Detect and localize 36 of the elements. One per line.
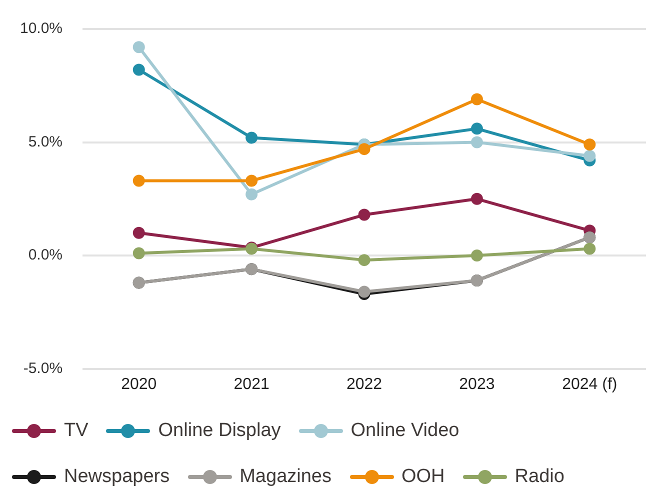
x-tick-label: 2022 bbox=[346, 376, 382, 393]
point bbox=[584, 138, 596, 151]
legend-label: Magazines bbox=[240, 466, 332, 488]
x-tick-label: 2020 bbox=[121, 376, 157, 393]
y-tick-label: 10.0% bbox=[20, 20, 63, 38]
point bbox=[470, 122, 483, 135]
legend-label: Online Video bbox=[350, 420, 460, 442]
y-tick-label: -5.0% bbox=[23, 360, 63, 377]
point bbox=[132, 226, 145, 239]
y-tick-label: 5.0% bbox=[28, 133, 63, 150]
legend-label: Newspapers bbox=[64, 466, 170, 488]
legend-label: OOH bbox=[402, 466, 445, 488]
point bbox=[358, 208, 370, 221]
legend-label: Radio bbox=[514, 466, 564, 488]
legend-label: Online Display bbox=[158, 420, 281, 442]
point bbox=[358, 254, 370, 266]
point bbox=[584, 150, 596, 162]
point bbox=[132, 64, 145, 76]
point bbox=[132, 41, 145, 54]
x-tick-label: 2024 (f) bbox=[562, 376, 618, 393]
point bbox=[132, 247, 145, 260]
point bbox=[246, 188, 258, 200]
point bbox=[246, 174, 258, 187]
point bbox=[132, 174, 145, 187]
point bbox=[358, 143, 370, 156]
point bbox=[470, 93, 483, 106]
x-tick-label: 2023 bbox=[459, 376, 495, 393]
point bbox=[470, 250, 483, 262]
legend-label: TV bbox=[64, 420, 88, 442]
point bbox=[358, 286, 370, 298]
point bbox=[470, 192, 483, 205]
y-tick-label: 0.0% bbox=[28, 246, 63, 264]
point bbox=[470, 136, 483, 148]
point bbox=[246, 132, 258, 144]
point bbox=[584, 242, 596, 255]
x-tick-label: 2021 bbox=[234, 376, 270, 393]
